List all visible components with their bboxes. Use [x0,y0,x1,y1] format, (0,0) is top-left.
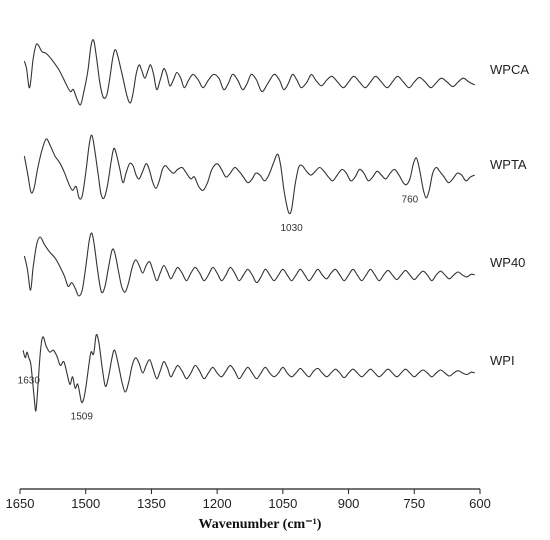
x-tick-layer: 1650 1500 1350 1200 1050 900 750 600 [6,489,491,511]
series-layer [22,39,475,412]
series-label-wpta: WPTA [490,157,527,172]
series-line-wpi [22,333,475,412]
series-label-wpca: WPCA [490,62,529,77]
x-tick-label-1500: 1500 [71,496,100,511]
x-tick-label-1050: 1050 [268,496,297,511]
series-line-wpta [23,134,475,215]
series-line-wp40 [23,232,475,297]
annotation-1030: 1030 [280,223,303,234]
x-tick-label-1200: 1200 [203,496,232,511]
annotation-1509: 1509 [71,412,94,423]
annotation-760: 760 [402,195,419,206]
x-axis-label: Wavenumber (cm⁻¹) [199,517,322,532]
x-tick-label-900: 900 [338,496,360,511]
x-tick-label-1650: 1650 [6,496,35,511]
annotation-1630: 1630 [18,375,41,386]
x-tick-label-1350: 1350 [137,496,166,511]
series-label-layer: WPCA WPTA WP40 WPI [490,62,529,368]
series-label-wp40: WP40 [490,255,525,270]
annotation-layer: 1030 760 1630 1509 [18,195,419,423]
x-tick-label-600: 600 [469,496,491,511]
series-line-wpca [23,39,475,106]
x-tick-label-750: 750 [403,496,425,511]
series-label-wpi: WPI [490,353,515,368]
